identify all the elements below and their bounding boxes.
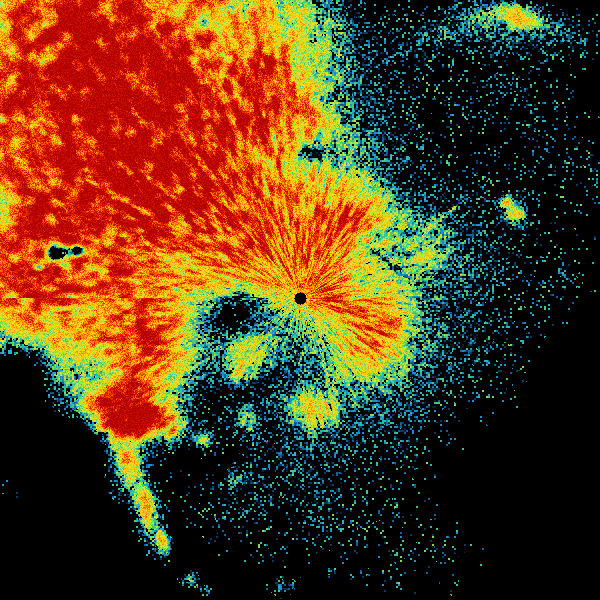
radar-reflectivity-canvas	[0, 0, 600, 600]
radar-display	[0, 0, 600, 600]
